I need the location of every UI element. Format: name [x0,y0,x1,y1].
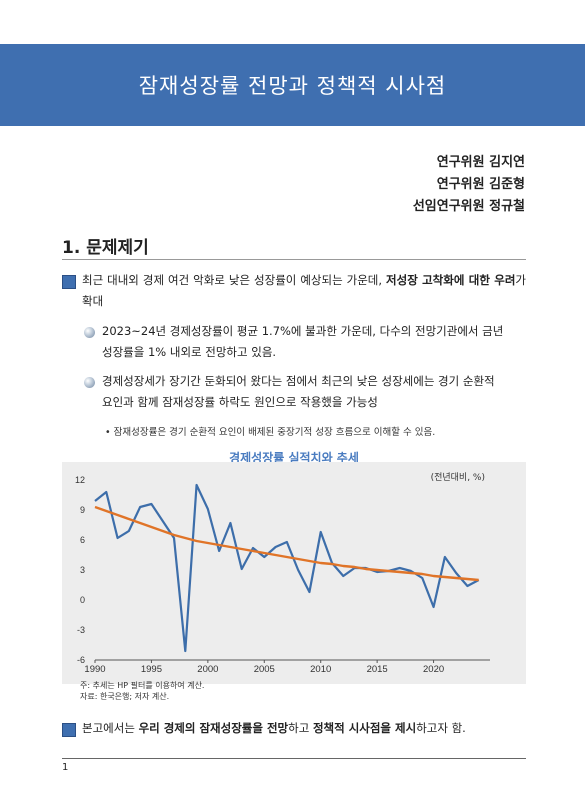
bullet1-text-pre: 최근 대내외 경제 여건 악화로 낮은 성장률이 예상되는 가운데, [82,273,387,287]
sub-paragraph-1: 2023~24년 경제성장률이 평균 1.7%에 불과한 가운데, 다수의 전망… [102,321,526,363]
bullet-paragraph-1: 최근 대내외 경제 여건 악화로 낮은 성장률이 예상되는 가운데, 저성장 고… [82,270,526,312]
section-divider [62,259,526,260]
footer-divider [62,758,526,759]
bullet1-text-bold: 저성장 고착화에 대한 우려 [386,273,516,287]
bullet2-text-1: 본고에서는 [82,721,139,735]
bullet-paragraph-2: 본고에서는 우리 경제의 잠재성장률을 전망하고 정책적 시사점을 제시하고자 … [82,718,526,739]
sub2-line1: 경제성장세가 장기간 둔화되어 왔다는 점에서 최근의 낮은 성장세에는 경기 … [102,374,495,388]
round-bullet-icon [84,327,95,338]
sub-paragraph-2: 경제성장세가 장기간 둔화되어 왔다는 점에서 최근의 낮은 성장세에는 경기 … [102,371,526,413]
chart-source: 자료: 한국은행; 저자 계산. [80,692,170,701]
footnote-text: • 잠재성장률은 경기 순환적 요인이 배제된 중장기적 성장 흐름으로 이해할… [105,427,436,438]
chart-background [62,462,526,684]
chart-title: 경제성장률 실적치와 추세 [229,451,359,465]
author-list: 연구위원 김지연 연구위원 김준형 선임연구위원 정규철 [413,152,525,218]
square-bullet-icon [62,723,76,737]
square-bullet-icon [62,275,76,289]
bullet1-text-post: 가 확대 [82,273,527,308]
sub2-line2: 요인과 함께 잠재성장률 하락도 원인으로 작용했을 가능성 [102,395,378,409]
bullet2-text-3: 하고자 함. [416,721,466,735]
author-3: 선임연구위원 정규철 [412,199,525,214]
bullet2-text-2: 하고 [288,721,313,735]
page-number: 1 [62,762,69,773]
bullet2-bold-1: 우리 경제의 잠재성장률을 전망 [138,721,289,735]
author-1: 연구위원 김지연 [436,155,525,170]
round-bullet-icon [84,377,95,388]
page-title: 잠재성장률 전망과 정책적 시사점 [138,74,447,98]
sub1-line1: 2023~24년 경제성장률이 평균 1.7%에 불과한 가운데, 다수의 전망… [102,324,504,338]
author-2: 연구위원 김준형 [436,177,525,192]
bullet2-bold-2: 정책적 시사점을 제시 [312,721,417,735]
title-banner: 잠재성장률 전망과 정책적 시사점 [0,44,585,126]
sub1-line2: 성장률을 1% 내외로 전망하고 있음. [102,345,277,359]
chart-unit: (전년대비, %) [430,473,485,483]
chart-note: 주: 추세는 HP 필터를 이용하여 계산. [80,681,205,690]
section-title: 1. 문제제기 [62,238,149,258]
